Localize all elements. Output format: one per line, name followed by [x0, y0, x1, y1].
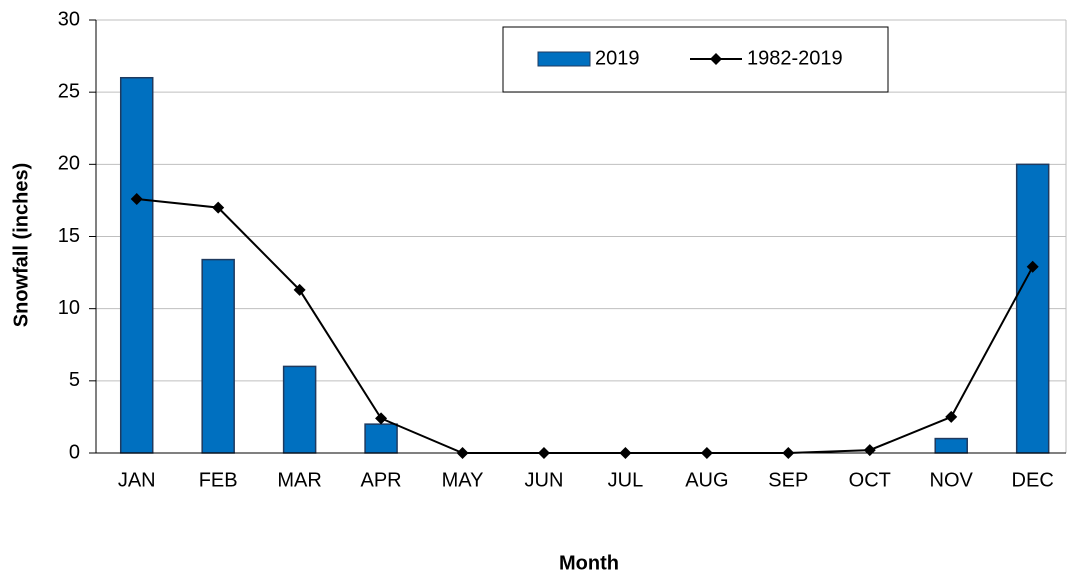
- x-tick-label: NOV: [930, 469, 974, 491]
- line: [136, 197, 1034, 454]
- x-tick-label: SEP: [768, 469, 808, 491]
- legend-marker: [710, 53, 722, 65]
- bar: [119, 76, 154, 454]
- y-tick-label: 15: [58, 225, 80, 247]
- y-tick-label: 10: [58, 297, 80, 319]
- x-axis-label: Month: [559, 552, 619, 574]
- x-tick-label: JAN: [118, 469, 156, 491]
- y-axis-label: Snowfall (inches): [10, 163, 32, 327]
- y-tick-label: 20: [58, 153, 80, 175]
- legend-swatch: [537, 51, 591, 67]
- y-tick-label: 25: [58, 80, 80, 102]
- y-tick-label: 30: [58, 8, 80, 30]
- marker: [212, 201, 225, 214]
- x-tick-label: FEB: [199, 469, 238, 491]
- legend-label: 2019: [595, 47, 640, 69]
- x-tick-label: JUL: [608, 469, 644, 491]
- bar: [934, 437, 968, 454]
- x-tick-label: MAR: [277, 469, 321, 491]
- x-tick-label: JUN: [525, 469, 564, 491]
- marker: [375, 412, 388, 425]
- marker: [130, 192, 143, 205]
- x-tick-label: AUG: [685, 469, 728, 491]
- marker: [293, 283, 306, 296]
- bar: [201, 258, 235, 454]
- x-tick-label: OCT: [849, 469, 891, 491]
- x-tick-label: DEC: [1012, 469, 1054, 491]
- bar: [1015, 163, 1050, 454]
- bar: [364, 423, 398, 454]
- legend-label: 1982-2019: [747, 47, 843, 69]
- marker: [863, 444, 876, 457]
- x-tick-label: APR: [361, 469, 402, 491]
- x-tick-label: MAY: [442, 469, 484, 491]
- marker: [1026, 260, 1039, 273]
- y-tick-label: 0: [69, 441, 80, 463]
- y-tick-label: 5: [69, 369, 80, 391]
- bar: [282, 365, 317, 454]
- marker: [945, 410, 958, 423]
